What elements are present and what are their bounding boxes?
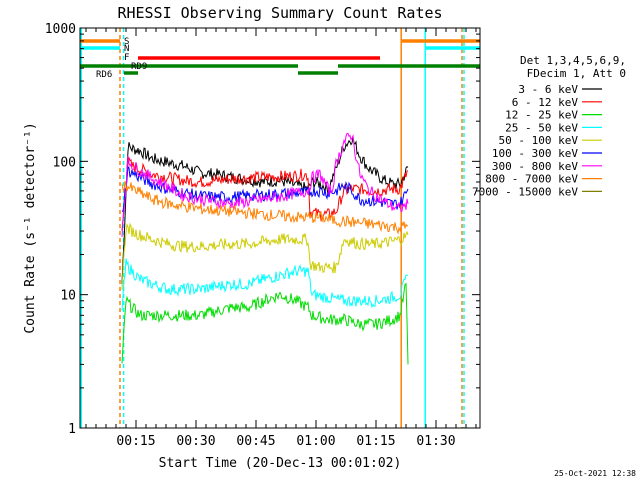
series-line-2 bbox=[121, 282, 409, 365]
x-tick-label: 00:30 bbox=[176, 434, 215, 449]
x-tick-label: 00:45 bbox=[236, 434, 275, 449]
series-line-7 bbox=[121, 180, 409, 235]
legend-header: Det 1,3,4,5,6,9, bbox=[520, 54, 626, 67]
state-label-n: N bbox=[124, 44, 129, 54]
y-tick-label: 1000 bbox=[45, 22, 76, 37]
series-line-1 bbox=[121, 157, 409, 231]
series-line-3 bbox=[121, 258, 409, 311]
y-tick-label: 1 bbox=[68, 422, 76, 437]
state-label-rd6: RD6 bbox=[96, 70, 112, 80]
legend-entry-label: 6 - 12 keV bbox=[512, 96, 579, 109]
state-label-rd9: RD9 bbox=[131, 62, 147, 72]
legend-entry-label: 50 - 100 keV bbox=[499, 134, 579, 147]
legend-entry-label: 100 - 300 keV bbox=[492, 147, 578, 160]
x-axis-label: Start Time (20-Dec-13 00:01:02) bbox=[159, 456, 402, 471]
footer-timestamp: 25-Oct-2021 12:38 bbox=[554, 469, 636, 478]
state-label-s: S bbox=[124, 37, 129, 47]
y-tick-label: 100 bbox=[53, 155, 76, 170]
x-tick-label: 01:15 bbox=[356, 434, 395, 449]
y-tick-label: 10 bbox=[60, 289, 76, 304]
y-axis-label: Count Rate (s⁻¹ detector⁻¹) bbox=[23, 122, 38, 333]
legend-entry-label: 7000 - 15000 keV bbox=[472, 185, 578, 198]
state-label-f: F bbox=[124, 53, 129, 63]
legend-entry-label: 12 - 25 keV bbox=[505, 109, 578, 122]
x-tick-label: 01:00 bbox=[296, 434, 335, 449]
x-tick-label: 01:30 bbox=[416, 434, 455, 449]
legend-entry-label: 300 - 800 keV bbox=[492, 160, 578, 173]
legend-header: FDecim 1, Att 0 bbox=[527, 67, 626, 80]
x-tick-label: 00:15 bbox=[116, 434, 155, 449]
plot-area: SNF RD6 RD9 1 10 100 1000 00:15 00:30 00:45 01:00 0… bbox=[45, 22, 481, 449]
chart-title: RHESSI Observing Summary Count Rates bbox=[117, 4, 442, 22]
legend-entry-label: 800 - 7000 keV bbox=[485, 173, 578, 186]
legend-entry-label: 25 - 50 keV bbox=[505, 121, 578, 134]
legend: Det 1,3,4,5,6,9,FDecim 1, Att 0 3 - 6 keV… bbox=[472, 54, 626, 198]
legend-entry-label: 3 - 6 keV bbox=[518, 83, 578, 96]
series-line-6 bbox=[121, 132, 409, 238]
plot-frame bbox=[79, 27, 481, 429]
series-line-4 bbox=[121, 222, 409, 290]
